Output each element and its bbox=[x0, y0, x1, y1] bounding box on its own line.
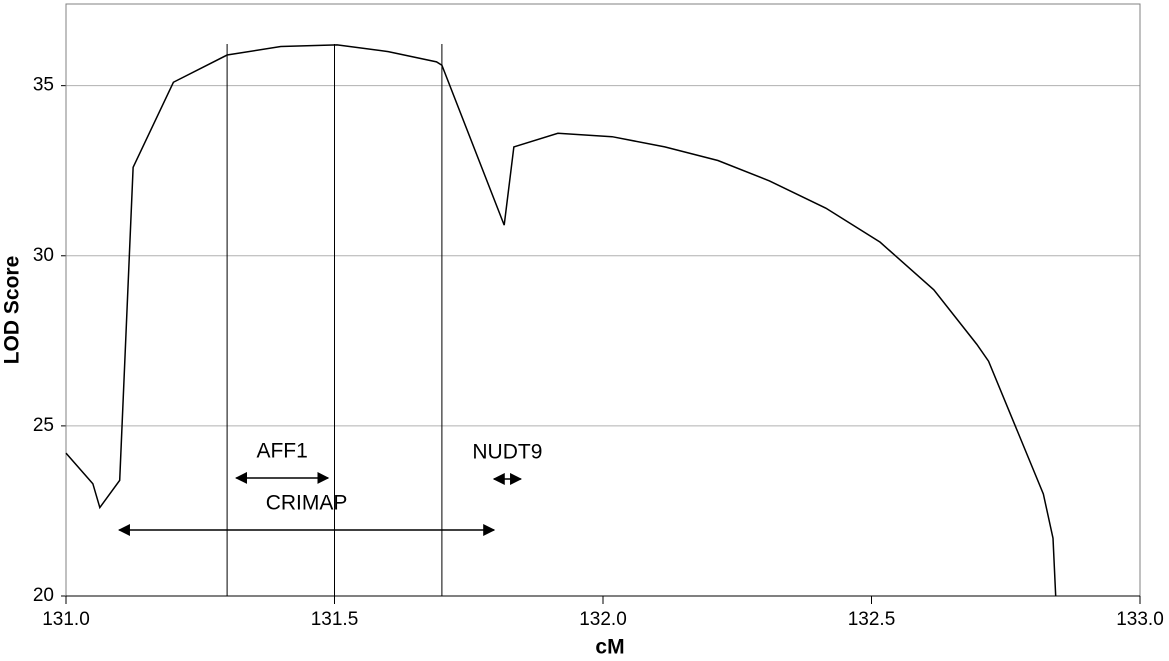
x-tick-label: 131.5 bbox=[311, 609, 359, 630]
x-tick-label: 132.5 bbox=[848, 609, 896, 630]
y-tick-label: 35 bbox=[33, 75, 54, 96]
annotation-label: AFF1 bbox=[256, 439, 307, 462]
x-tick-label: 132.0 bbox=[579, 609, 627, 630]
annotation-label: NUDT9 bbox=[472, 441, 542, 464]
lod-line bbox=[65, 44, 1057, 597]
y-tick-label: 30 bbox=[33, 245, 54, 266]
x-tick-label: 133.0 bbox=[1116, 609, 1164, 630]
x-axis-title: cM bbox=[595, 636, 624, 659]
y-tick-label: 25 bbox=[33, 415, 54, 436]
y-axis-title: LOD Score bbox=[1, 256, 24, 365]
x-tick-label: 131.0 bbox=[42, 609, 90, 630]
y-tick-label: 20 bbox=[33, 585, 54, 606]
annotation-label: CRIMAP bbox=[266, 492, 348, 515]
